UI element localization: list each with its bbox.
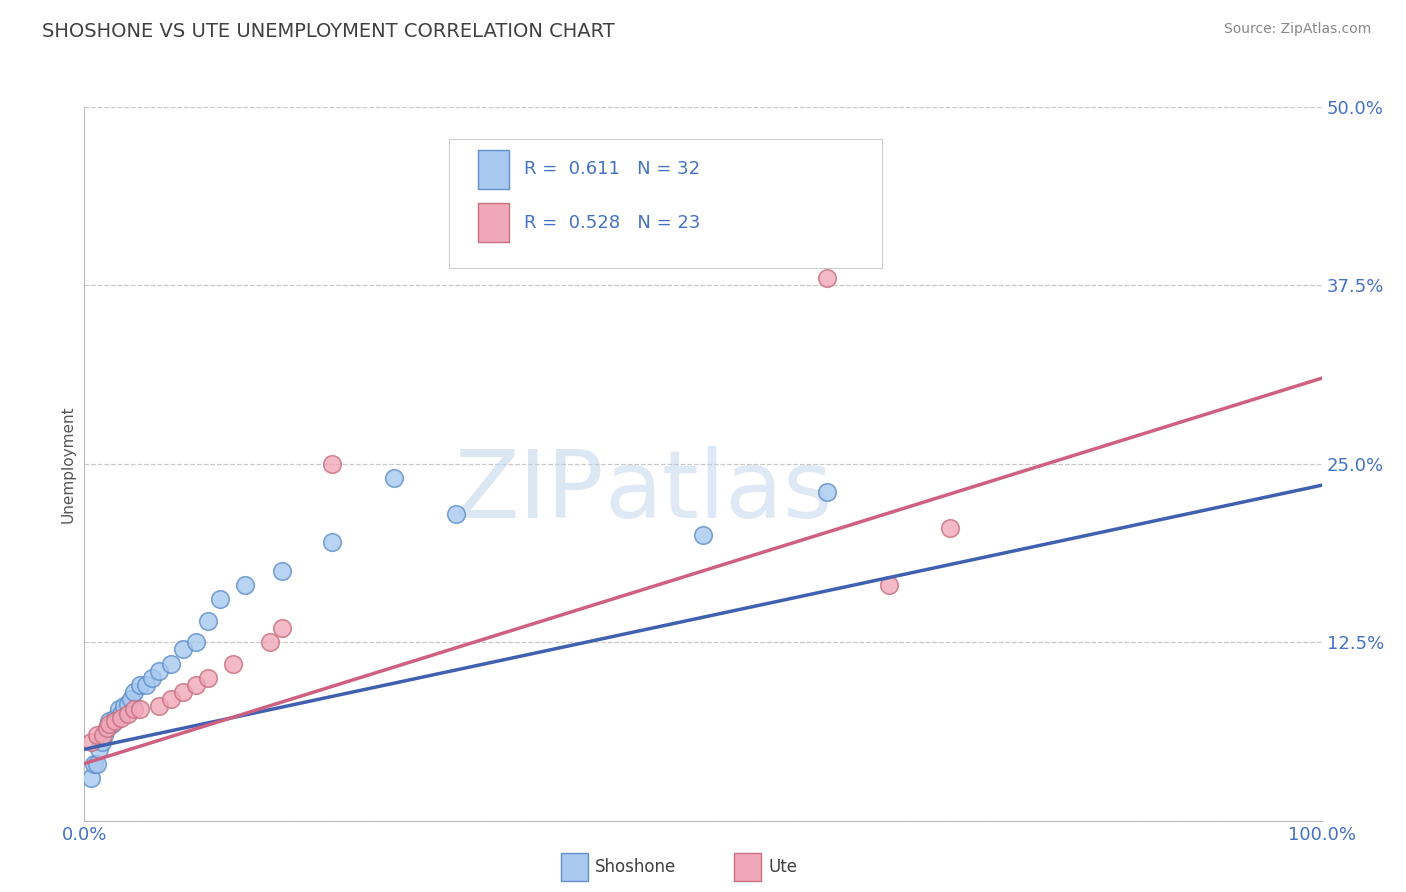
Point [382, 471, 405, 485]
Text: R =  0.528   N = 23: R = 0.528 N = 23 [523, 213, 700, 232]
Point [172, 642, 194, 657]
Point [100, 716, 122, 731]
Point [321, 457, 343, 471]
Point [184, 635, 207, 649]
FancyBboxPatch shape [450, 139, 883, 268]
Point [148, 664, 170, 678]
Point [83, 756, 105, 771]
Point [89, 742, 111, 756]
Text: atlas: atlas [605, 446, 832, 539]
Point [93, 728, 115, 742]
Point [129, 702, 152, 716]
Text: Ute: Ute [769, 858, 797, 876]
Point [117, 706, 139, 721]
Point [184, 678, 207, 692]
Point [120, 692, 142, 706]
FancyBboxPatch shape [478, 150, 509, 189]
Point [86, 756, 108, 771]
Point [98, 716, 121, 731]
Text: ZIP: ZIP [454, 446, 605, 539]
Point [197, 614, 219, 628]
FancyBboxPatch shape [561, 854, 588, 880]
Point [815, 485, 838, 500]
Point [104, 711, 127, 725]
Point [98, 714, 121, 728]
Point [122, 685, 145, 699]
Point [104, 714, 127, 728]
Text: Source: ZipAtlas.com: Source: ZipAtlas.com [1223, 22, 1371, 37]
Point [108, 702, 131, 716]
Point [939, 521, 962, 535]
Point [222, 657, 245, 671]
Point [117, 697, 139, 711]
Point [172, 685, 194, 699]
FancyBboxPatch shape [478, 203, 509, 243]
Point [815, 271, 838, 285]
Point [110, 711, 132, 725]
Text: SHOSHONE VS UTE UNEMPLOYMENT CORRELATION CHART: SHOSHONE VS UTE UNEMPLOYMENT CORRELATION… [42, 22, 614, 41]
Point [321, 535, 343, 549]
Point [148, 699, 170, 714]
Y-axis label: Unemployment: Unemployment [60, 405, 76, 523]
Point [271, 564, 294, 578]
Point [160, 657, 183, 671]
Point [90, 735, 112, 749]
Point [271, 621, 294, 635]
Point [135, 678, 157, 692]
Point [129, 678, 152, 692]
Point [79, 735, 101, 749]
Point [160, 692, 183, 706]
Text: R =  0.611   N = 32: R = 0.611 N = 32 [523, 161, 700, 178]
Text: Shoshone: Shoshone [595, 858, 676, 876]
Point [96, 721, 118, 735]
Point [197, 671, 219, 685]
Point [259, 635, 281, 649]
Point [79, 771, 101, 785]
Point [91, 728, 114, 742]
Point [444, 507, 467, 521]
Point [877, 578, 900, 592]
Point [692, 528, 714, 542]
FancyBboxPatch shape [734, 854, 761, 880]
Point [110, 706, 132, 721]
Point [692, 200, 714, 214]
Point [141, 671, 163, 685]
Point [122, 702, 145, 716]
Point [209, 592, 232, 607]
Point [86, 728, 108, 742]
Point [112, 699, 135, 714]
Point [96, 721, 118, 735]
Point [233, 578, 256, 592]
